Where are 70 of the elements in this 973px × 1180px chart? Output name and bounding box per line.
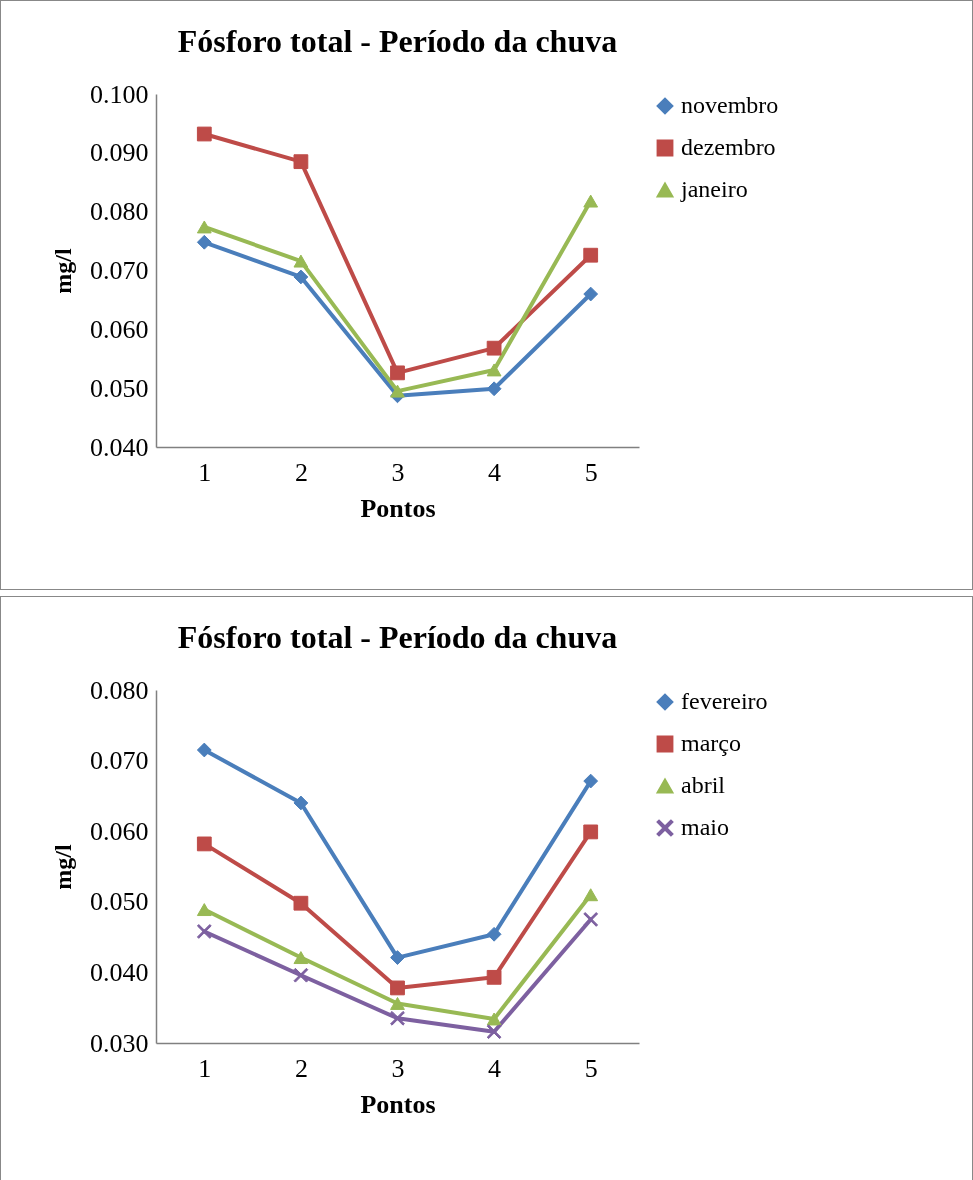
- point: [196, 220, 212, 234]
- x-tick-label: 4: [488, 457, 502, 487]
- point: [293, 254, 309, 268]
- point: [583, 194, 599, 208]
- point: [293, 951, 309, 965]
- y-tick-label: 0.050: [90, 887, 149, 917]
- legend-label: abril: [681, 772, 726, 798]
- point: [583, 247, 599, 263]
- y-tick-label: 0.060: [90, 314, 149, 344]
- point: [390, 980, 405, 996]
- y-tick-label: 0.060: [90, 816, 149, 846]
- legend-label: março: [681, 730, 741, 756]
- x-tick-label: 1: [198, 457, 212, 487]
- point: [390, 996, 405, 1010]
- point: [293, 967, 309, 983]
- point: [486, 926, 502, 942]
- x-axis-title: Pontos: [360, 1089, 436, 1119]
- y-tick-label: 0.070: [90, 746, 149, 776]
- legend-label: dezembro: [681, 134, 776, 160]
- point: [486, 1024, 502, 1040]
- point: [293, 795, 309, 811]
- y-tick-label: 0.090: [90, 138, 149, 168]
- point: [583, 912, 599, 927]
- x-tick-label: 4: [488, 1053, 502, 1083]
- point: [486, 340, 502, 356]
- point: [583, 888, 599, 902]
- point: [390, 1010, 405, 1026]
- point: [196, 126, 212, 142]
- point: [293, 154, 309, 170]
- y-tick-label: 0.030: [90, 1028, 149, 1058]
- point: [196, 903, 212, 917]
- y-tick-label: 0.050: [90, 373, 149, 403]
- y-tick-label: 0.080: [90, 675, 149, 705]
- x-tick-label: 3: [391, 1053, 405, 1083]
- legend-label: maio: [681, 814, 729, 840]
- point: [486, 363, 502, 377]
- chart-title: Fósforo total - Período da chuva: [177, 23, 618, 59]
- y-axis-title: mg/l: [50, 248, 76, 294]
- point: [390, 384, 405, 398]
- point: [196, 836, 212, 852]
- point: [196, 234, 212, 250]
- point: [583, 286, 599, 302]
- y-tick-label: 0.040: [90, 957, 149, 987]
- y-tick-label: 0.080: [90, 197, 149, 227]
- y-axis-title: mg/l: [50, 844, 76, 890]
- point: [583, 773, 599, 789]
- legend-label: novembro: [681, 92, 779, 118]
- point: [390, 950, 405, 965]
- x-tick-label: 5: [584, 1053, 598, 1083]
- legend-label: fevereiro: [681, 688, 768, 714]
- x-tick-label: 3: [391, 457, 405, 487]
- point: [486, 1012, 502, 1026]
- x-tick-label: 2: [294, 457, 308, 487]
- y-tick-label: 0.100: [90, 79, 149, 109]
- y-tick-label: 0.070: [90, 256, 149, 285]
- point: [486, 969, 502, 985]
- point: [293, 269, 309, 285]
- x-tick-label: 5: [584, 457, 598, 487]
- point: [293, 895, 309, 911]
- x-tick-label: 1: [198, 1053, 212, 1083]
- x-axis-title: Pontos: [360, 493, 436, 523]
- point: [196, 924, 212, 939]
- point: [390, 365, 405, 381]
- point: [196, 742, 212, 758]
- chart-title: Fósforo total - Período da chuva: [177, 619, 618, 655]
- point: [486, 381, 502, 397]
- y-tick-label: 0.040: [90, 432, 149, 462]
- legend-label: janeiro: [680, 176, 748, 202]
- point: [583, 824, 599, 840]
- x-tick-label: 2: [294, 1053, 308, 1083]
